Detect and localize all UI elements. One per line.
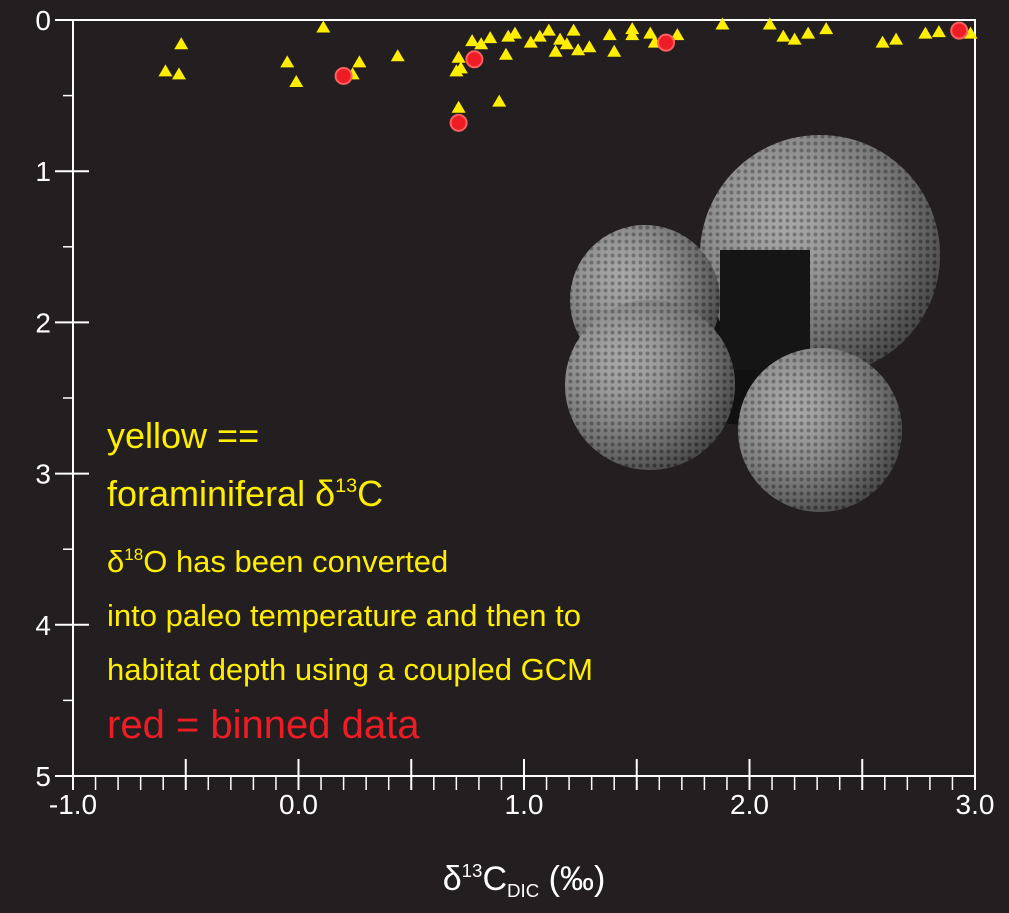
script-text: 18 [124,545,143,564]
text-part: habitat depth using a coupled GCM [107,652,593,687]
triangle-point [532,29,547,42]
y-tick-label: 5 [35,761,51,792]
y-tick-label: 0 [35,5,51,36]
triangle-point [819,22,834,35]
triangle-point [670,28,685,41]
triangle-point [787,32,802,45]
triangle-point [474,37,489,50]
x-tick-label: -1.0 [49,789,97,820]
y-tick-label: 3 [35,459,51,490]
triangle-point [643,26,658,39]
triangle-point [607,44,622,57]
text-part: (‰) [539,860,605,898]
triangle-point [625,22,640,35]
triangle-point [289,74,304,87]
x-axis-label: δ13CDIC (‰) [443,860,606,901]
triangle-point [889,32,904,45]
y-tick-label: 4 [35,610,51,641]
y-tick-label: 2 [35,307,51,338]
triangle-point [390,49,405,62]
triangle-point [498,47,513,60]
triangle-point [352,55,367,68]
triangle-point [523,35,538,48]
script-text: DIC [507,880,539,901]
script-text: 13 [462,860,483,881]
triangle-point [571,43,586,56]
triangle-point [715,17,730,30]
text-part: δ [107,544,124,579]
triangle-point [451,100,466,113]
triangle-point [566,23,581,36]
text-part: into paleo temperature and then to [107,598,581,633]
text-part: C [482,860,507,898]
triangle-point [483,31,498,44]
circle-point [950,21,969,40]
triangle-point [582,40,597,53]
foraminifera-image [565,135,940,512]
triangle-point [559,37,574,50]
x-tick-label: 2.0 [730,789,769,820]
annotation: foraminiferal δ13C [107,473,383,514]
triangle-point [451,50,466,63]
x-tick-label: 1.0 [505,789,544,820]
triangle-point [465,34,480,47]
triangle-point [762,17,777,30]
text-part: red = binned data [107,703,420,747]
triangle-point [158,64,173,77]
x-tick-label: 0.0 [279,789,318,820]
triangle-point [548,44,563,57]
y-tick-label: 1 [35,156,51,187]
triangle-point [875,35,890,48]
triangle-point [507,26,522,39]
text-part: C [357,473,383,514]
triangle-point [553,32,568,45]
triangle-point [453,61,468,74]
triangle-point [801,26,816,39]
circle-point [449,113,468,132]
annotation: yellow == [107,415,259,456]
triangle-point [625,28,640,41]
triangle-point [602,28,617,41]
triangle-point [174,37,189,50]
text-part: δ [443,860,462,898]
triangle-point [931,25,946,38]
triangle-point [541,23,556,36]
annotation: red = binned data [107,703,420,747]
triangle-point [776,29,791,42]
triangle-point [171,67,186,80]
annotation: habitat depth using a coupled GCM [107,652,593,687]
script-text: 13 [335,475,357,497]
text-part: foraminiferal δ [107,473,335,514]
triangle-point [492,94,507,107]
annotation: into paleo temperature and then to [107,598,581,633]
triangle-point [918,26,933,39]
text-part: yellow == [107,415,259,456]
triangle-point [316,20,331,33]
annotation: δ18O has been converted [107,544,448,579]
triangle-point [963,26,978,39]
circle-point [334,66,353,85]
x-tick-label: 3.0 [956,789,995,820]
text-part: O has been converted [143,544,448,579]
circle-point [465,50,484,69]
plot-area [158,17,978,132]
triangle-point [501,29,516,42]
circle-point [657,33,676,52]
triangle-point [280,55,295,68]
